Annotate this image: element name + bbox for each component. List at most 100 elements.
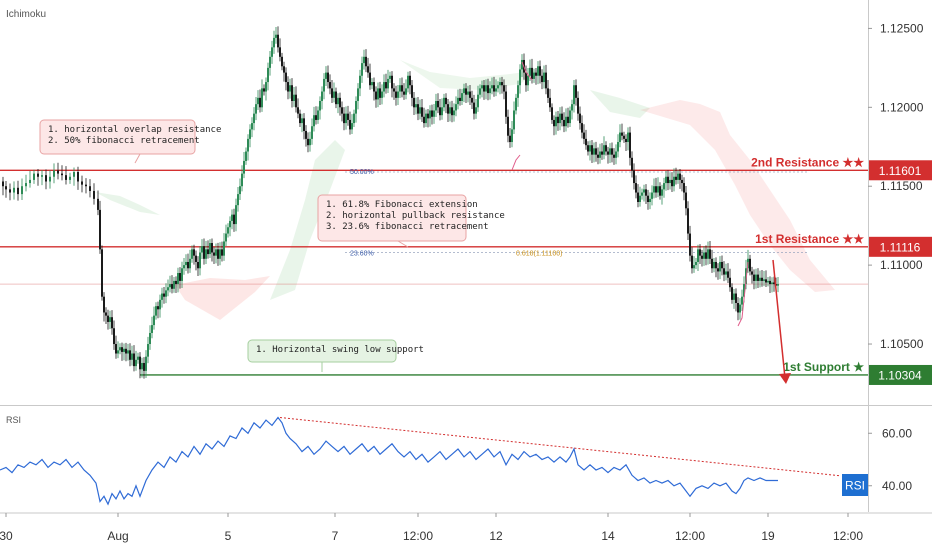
candle — [561, 106, 563, 127]
candle — [637, 184, 639, 208]
candle — [725, 263, 727, 281]
resistance-2-price-tag: 1.11601 — [869, 160, 932, 181]
candle — [279, 38, 281, 62]
candle-body — [303, 118, 305, 131]
candle-body — [89, 186, 91, 191]
candle — [487, 78, 489, 101]
candle — [309, 131, 311, 152]
rsi-badge: RSI — [842, 474, 868, 496]
candle-body — [387, 78, 389, 89]
candle — [511, 121, 513, 148]
annotation-support-1[interactable]: 1. Horizontal swing low support — [247, 339, 424, 372]
rsi-line[interactable] — [0, 416, 778, 506]
support-1-price-tag: 1.10304 — [869, 364, 932, 385]
candle — [165, 283, 167, 304]
candle — [663, 177, 665, 198]
candle-body — [647, 195, 649, 202]
candle-body — [671, 179, 673, 187]
candle-body — [689, 233, 691, 256]
candle-body — [713, 261, 715, 269]
candle — [189, 249, 191, 273]
candle — [357, 83, 359, 110]
candle — [695, 258, 697, 270]
candle-body — [695, 261, 697, 266]
candle — [613, 148, 615, 165]
candle — [457, 89, 459, 110]
candle — [401, 77, 403, 98]
candle-body — [627, 132, 629, 143]
candle — [639, 186, 641, 207]
candle — [81, 175, 83, 193]
candle-body — [17, 187, 19, 195]
candle-body — [297, 107, 299, 114]
candle — [513, 101, 515, 134]
candle — [281, 52, 283, 71]
candle-body — [329, 82, 331, 89]
rsi-trendline[interactable] — [279, 417, 841, 477]
candle-body — [345, 113, 347, 124]
candle — [375, 86, 377, 108]
candle-body — [293, 94, 295, 101]
rsi-pane[interactable]: RSI — [0, 416, 868, 506]
candle — [461, 89, 463, 105]
candle-body — [483, 85, 485, 92]
price-pane[interactable]: 2nd Resistance ★★ 1st Resistance ★★ 1st Su… — [0, 26, 932, 406]
candle-body — [433, 110, 435, 117]
candle — [139, 352, 141, 379]
candle-body — [131, 353, 133, 360]
candle-body — [2, 181, 4, 187]
candle — [703, 246, 705, 266]
projection-arrow[interactable] — [772, 259, 786, 379]
candle — [773, 276, 775, 292]
candle — [343, 107, 345, 131]
candle — [129, 343, 131, 367]
candle — [711, 249, 713, 273]
candle — [97, 190, 99, 216]
candle-body — [155, 306, 157, 316]
candle — [653, 178, 655, 199]
resistance-1-label: 1st Resistance ★★ — [755, 232, 864, 246]
candle-body — [767, 280, 769, 283]
candle-body — [265, 82, 267, 92]
candle — [101, 245, 103, 301]
candle-body — [639, 195, 641, 202]
candle-body — [77, 172, 79, 182]
candle-body — [119, 347, 121, 351]
candle-body — [175, 280, 177, 285]
candle-body — [573, 85, 575, 105]
candle-body — [739, 304, 741, 313]
candle — [273, 30, 275, 54]
candle — [689, 225, 691, 262]
ichimoku-cloud — [590, 90, 650, 118]
candle — [537, 61, 539, 85]
candle — [353, 109, 355, 128]
candle — [635, 175, 637, 199]
candle-body — [275, 34, 277, 38]
candle — [749, 254, 751, 276]
candle — [265, 77, 267, 101]
ichimoku-cloud — [95, 192, 160, 215]
candle-body — [299, 113, 301, 124]
candle-body — [21, 186, 23, 195]
candle-body — [761, 277, 763, 281]
candle-body — [197, 261, 199, 269]
candle — [301, 113, 303, 133]
candle — [589, 140, 591, 161]
candle — [261, 79, 263, 112]
candle-body — [679, 173, 681, 180]
candle-body — [645, 189, 647, 196]
candle-body — [143, 362, 145, 371]
candle — [737, 297, 739, 321]
annotation-text: 2. 50% fibonacci retracement — [48, 136, 200, 146]
ichimoku-cloud — [640, 100, 835, 292]
candle-body — [267, 67, 269, 83]
candle-body — [343, 113, 345, 124]
candle — [683, 177, 685, 201]
candle — [387, 69, 389, 93]
candle — [93, 183, 95, 205]
candle — [417, 97, 419, 121]
candle — [295, 86, 297, 113]
